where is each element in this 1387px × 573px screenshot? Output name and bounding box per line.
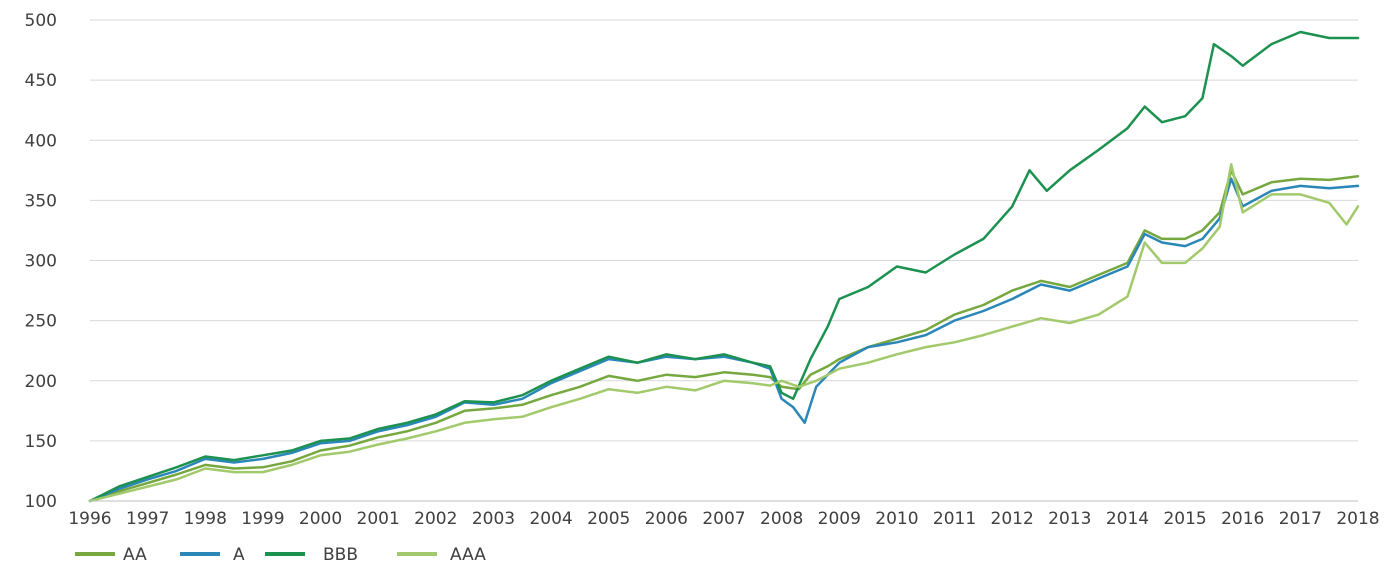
y-tick-label: 500: [25, 11, 57, 31]
legend: AA A BBB AAA: [75, 545, 486, 565]
x-tick-label: 2005: [587, 509, 630, 529]
x-tick-label: 2017: [1279, 509, 1322, 529]
x-tick-label: 1998: [184, 509, 227, 529]
x-tick-label: 2008: [760, 509, 803, 529]
y-tick-label: 400: [25, 131, 57, 151]
x-tick-label: 1997: [126, 509, 169, 529]
axes: 100 150 200 250 300 350 400 450 500 1996 1997 1998 1…: [25, 11, 1380, 529]
x-tick-label: 1996: [68, 509, 111, 529]
x-tick-label: 2000: [299, 509, 342, 529]
gridlines: [90, 19, 1358, 502]
x-tick-label: 2006: [645, 509, 688, 529]
series-lines: [88, 30, 1360, 503]
x-tick-label: 2010: [875, 509, 918, 529]
series-line-aaa: [88, 163, 1360, 503]
legend-label-a: A: [233, 545, 245, 565]
y-tick-label: 150: [25, 432, 57, 452]
x-tick-label: 2013: [1048, 509, 1091, 529]
y-tick-label: 100: [25, 492, 57, 512]
legend-label-aa: AA: [123, 545, 147, 565]
x-tick-label: 2001: [357, 509, 400, 529]
series-line-aa: [88, 169, 1360, 503]
x-tick-label: 2003: [472, 509, 515, 529]
y-tick-label: 450: [25, 71, 57, 91]
x-tick-label: 2007: [702, 509, 745, 529]
legend-label-bbb: BBB: [323, 545, 358, 565]
x-tick-label: 2015: [1163, 509, 1206, 529]
series-line-a: [88, 177, 1360, 503]
y-tick-label: 250: [25, 312, 57, 332]
y-tick-label: 200: [25, 372, 57, 392]
y-tick-label: 300: [25, 252, 57, 272]
x-tick-label: 2012: [991, 509, 1034, 529]
x-tick-label: 2011: [933, 509, 976, 529]
legend-label-aaa: AAA: [450, 545, 486, 565]
series-line-bbb: [88, 30, 1360, 503]
x-tick-label: 1999: [241, 509, 284, 529]
x-tick-label: 2004: [529, 509, 572, 529]
x-tick-label: 2002: [414, 509, 457, 529]
x-tick-label: 2018: [1336, 509, 1379, 529]
x-tick-label: 2016: [1221, 509, 1264, 529]
y-tick-label: 350: [25, 191, 57, 211]
x-tick-label: 2009: [818, 509, 861, 529]
x-tick-label: 2014: [1106, 509, 1149, 529]
